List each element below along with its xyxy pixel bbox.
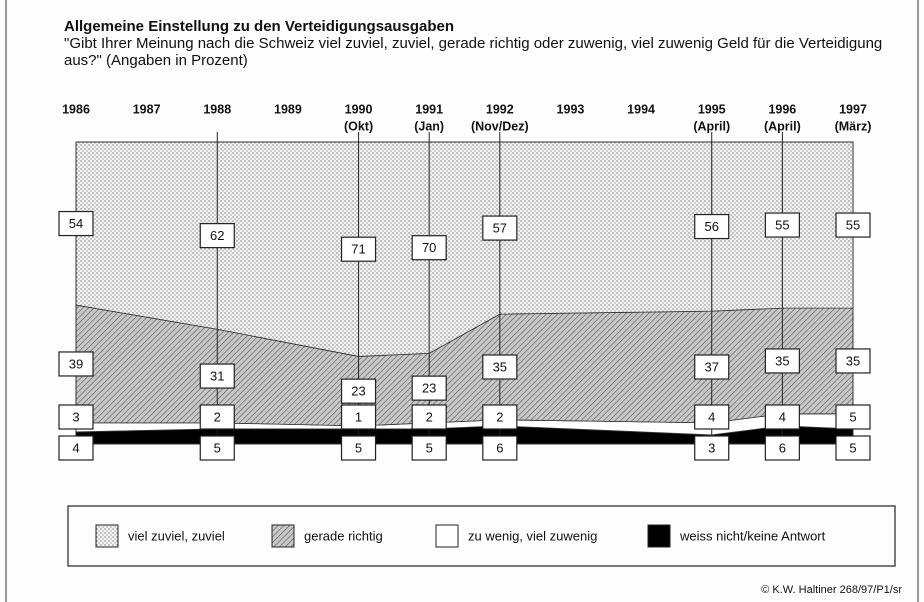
- value-label: 37: [704, 359, 718, 374]
- x-tick-note: (Nov/Dez): [471, 119, 529, 133]
- value-label: 23: [422, 381, 436, 396]
- value-box: [694, 435, 730, 461]
- legend-swatch: [435, 524, 459, 548]
- legend-label: gerade richtig: [304, 528, 383, 543]
- chart-subtitle: "Gibt Ihrer Meinung nach die Schweiz vie…: [64, 35, 883, 69]
- legend-label: viel zuviel, zuviel: [128, 528, 225, 543]
- value-label: 70: [422, 240, 436, 255]
- value-box: [764, 435, 800, 461]
- value-box: [58, 404, 94, 430]
- value-label: 23: [351, 384, 365, 399]
- value-label: 5: [849, 440, 856, 455]
- value-label: 35: [775, 353, 789, 368]
- x-tick-label: 1994: [627, 102, 655, 116]
- credit: © K.W. Haltiner 268/97/P1/sr: [761, 584, 902, 596]
- value-label: 35: [493, 359, 507, 374]
- value-box: [199, 404, 235, 430]
- x-tick-label: 1990: [345, 102, 373, 116]
- x-tick-note: (Jan): [414, 119, 444, 133]
- legend-frame: [67, 505, 896, 567]
- value-box: [482, 215, 518, 241]
- value-box: [340, 378, 377, 404]
- x-tick-note: (April): [693, 119, 730, 133]
- value-box: [411, 375, 447, 401]
- value-box: [199, 435, 235, 461]
- value-label: 5: [214, 440, 221, 455]
- value-label: 2: [214, 409, 221, 424]
- x-tick-label: 1989: [274, 102, 302, 116]
- x-tick-label: 1991: [415, 102, 443, 116]
- value-label: 39: [69, 356, 83, 371]
- value-box: [411, 404, 447, 430]
- value-label: 5: [426, 440, 433, 455]
- value-box: [764, 212, 800, 238]
- value-label: 5: [355, 440, 362, 455]
- value-box: [835, 348, 871, 374]
- value-label: 4: [72, 440, 79, 455]
- value-box: [340, 404, 377, 430]
- x-tick-label: 1997: [839, 102, 867, 116]
- value-label: 1: [355, 409, 362, 424]
- x-tick-label: 1993: [557, 102, 585, 116]
- value-label: 6: [496, 440, 503, 455]
- value-box: [58, 435, 94, 461]
- value-box: [199, 363, 235, 389]
- legend-label: weiss nicht/keine Antwort: [679, 528, 826, 543]
- value-box: [58, 210, 94, 237]
- x-tick-note: (April): [764, 119, 801, 133]
- x-tick-note: (Okt): [344, 119, 373, 133]
- value-label: 71: [351, 242, 365, 257]
- value-label: 62: [210, 228, 224, 243]
- x-tick-label: 1986: [62, 102, 90, 116]
- value-label: 31: [210, 368, 224, 383]
- x-tick-note: (März): [835, 119, 872, 133]
- value-box: [411, 235, 447, 261]
- value-label: 56: [704, 219, 718, 234]
- value-label: 6: [779, 440, 786, 455]
- legend-swatch: [271, 524, 295, 548]
- value-box: [764, 348, 800, 374]
- value-label: 4: [708, 409, 715, 424]
- x-tick-label: 1987: [133, 102, 161, 116]
- value-box: [482, 404, 518, 430]
- x-tick-label: 1992: [486, 102, 514, 116]
- value-box: [411, 435, 447, 461]
- value-box: [835, 404, 871, 430]
- legend-swatch: [95, 524, 119, 548]
- value-label: 3: [72, 409, 79, 424]
- value-label: 35: [846, 353, 860, 368]
- value-box: [835, 435, 871, 461]
- value-box: [199, 223, 235, 249]
- value-label: 3: [708, 440, 715, 455]
- legend-label: zu wenig, viel zuwenig: [468, 528, 597, 543]
- plot-frame: [75, 141, 854, 445]
- value-label: 54: [69, 216, 83, 231]
- value-label: 4: [779, 409, 786, 424]
- value-label: 55: [775, 217, 789, 232]
- x-tick-label: 1988: [203, 102, 231, 116]
- value-label: 5: [849, 409, 856, 424]
- value-box: [694, 213, 730, 240]
- value-box: [835, 212, 871, 238]
- value-box: [340, 435, 377, 461]
- value-box: [58, 351, 94, 377]
- value-box: [482, 354, 518, 380]
- value-box: [694, 404, 730, 430]
- value-box: [694, 354, 730, 380]
- value-label: 55: [846, 217, 860, 232]
- value-box: [482, 435, 518, 461]
- x-tick-label: 1996: [768, 102, 796, 116]
- value-box: [764, 404, 800, 430]
- chart-title: Allgemeine Einstellung zu den Verteidigu…: [64, 18, 455, 35]
- legend-swatch: [647, 524, 671, 548]
- header: Allgemeine Einstellung zu den Verteidigu…: [64, 18, 884, 69]
- value-label: 57: [493, 221, 507, 236]
- x-tick-label: 1995: [698, 102, 726, 116]
- value-label: 2: [426, 409, 433, 424]
- value-box: [340, 236, 377, 262]
- value-label: 2: [496, 409, 503, 424]
